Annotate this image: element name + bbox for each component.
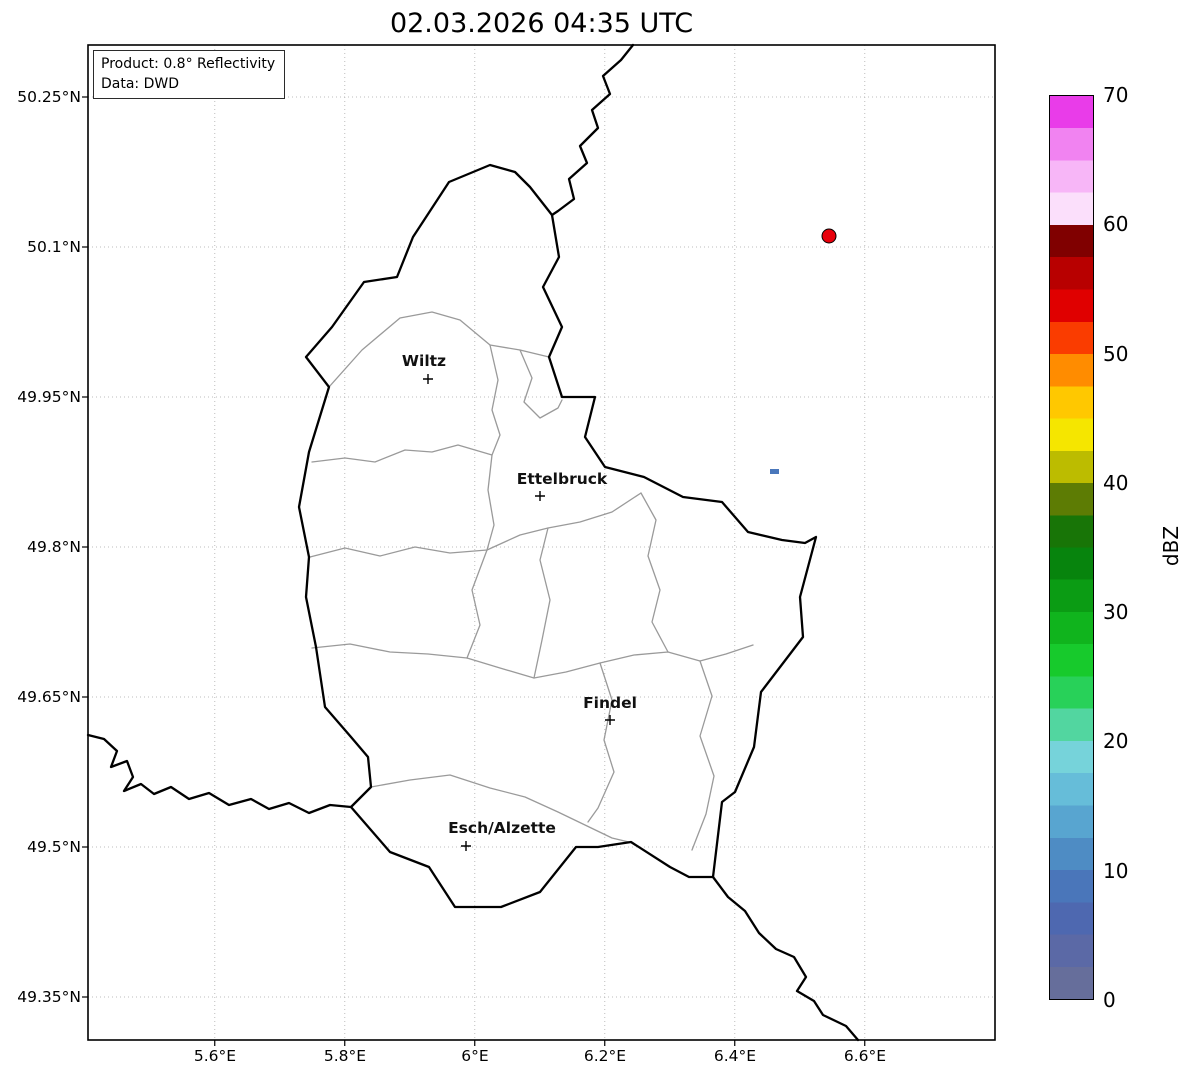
x-axis-tick-label: 6.6°E	[843, 1047, 887, 1065]
city-marker-esch-alzette	[461, 841, 471, 851]
belgium-germany-border	[550, 43, 635, 217]
belgium-france-border	[86, 733, 353, 815]
x-axis-tick-label: 6.4°E	[713, 1047, 757, 1065]
colorbar-tick-label: 60	[1103, 212, 1129, 236]
country-borders	[86, 43, 860, 1042]
x-axis-tick-label: 5.8°E	[323, 1047, 367, 1065]
colorbar	[1049, 95, 1094, 1000]
city-plus-markers	[423, 374, 615, 851]
y-axis-tick-label: 49.95°N	[17, 388, 81, 406]
colorbar-tick-label: 10	[1103, 859, 1129, 883]
city-label-ettelbruck: Ettelbruck	[516, 470, 608, 488]
france-germany-border	[711, 875, 860, 1042]
product-info-box: Product: 0.8° Reflectivity Data: DWD	[93, 50, 286, 99]
page-title: 02.03.2026 04:35 UTC	[389, 8, 694, 39]
colorbar-axis-label: dBZ	[1159, 525, 1183, 567]
product-info-line2: Data: DWD	[101, 76, 179, 92]
city-label-findel: Findel	[583, 694, 637, 712]
colorbar-tick-label: 30	[1103, 600, 1129, 624]
y-axis-tick-label: 49.8°N	[27, 538, 81, 556]
radar-echo-pixel	[770, 469, 779, 474]
colorbar-tick-label: 20	[1103, 729, 1129, 753]
y-axis-tick-label: 50.1°N	[27, 238, 81, 256]
canton-borders	[309, 311, 754, 851]
city-marker-findel	[605, 715, 615, 725]
plot-frame	[87, 44, 996, 1041]
city-marker-ettelbruck	[535, 491, 545, 501]
colorbar-tick-label: 70	[1103, 83, 1129, 107]
x-axis-tick-label: 6°E	[461, 1047, 489, 1065]
radar-site-dot	[821, 228, 837, 244]
y-axis-tick-label: 49.5°N	[27, 838, 81, 856]
axis-tick-marks	[82, 96, 866, 1046]
colorbar-tick-label: 0	[1103, 988, 1116, 1012]
y-axis-tick-label: 49.35°N	[17, 988, 81, 1006]
x-axis-tick-label: 6.2°E	[583, 1047, 627, 1065]
city-label-wiltz: Wiltz	[401, 352, 447, 370]
city-label-esch-alzette: Esch/Alzette	[448, 819, 556, 837]
colorbar-gradient	[1050, 96, 1093, 999]
city-marker-wiltz	[423, 374, 433, 384]
colorbar-tick-label: 40	[1103, 471, 1129, 495]
product-info-line1: Product: 0.8° Reflectivity	[101, 56, 276, 72]
x-axis-tick-label: 5.6°E	[193, 1047, 237, 1065]
y-axis-tick-label: 49.65°N	[17, 688, 81, 706]
y-axis-tick-label: 50.25°N	[17, 88, 81, 106]
luxembourg-border	[297, 163, 818, 909]
colorbar-tick-label: 50	[1103, 342, 1129, 366]
